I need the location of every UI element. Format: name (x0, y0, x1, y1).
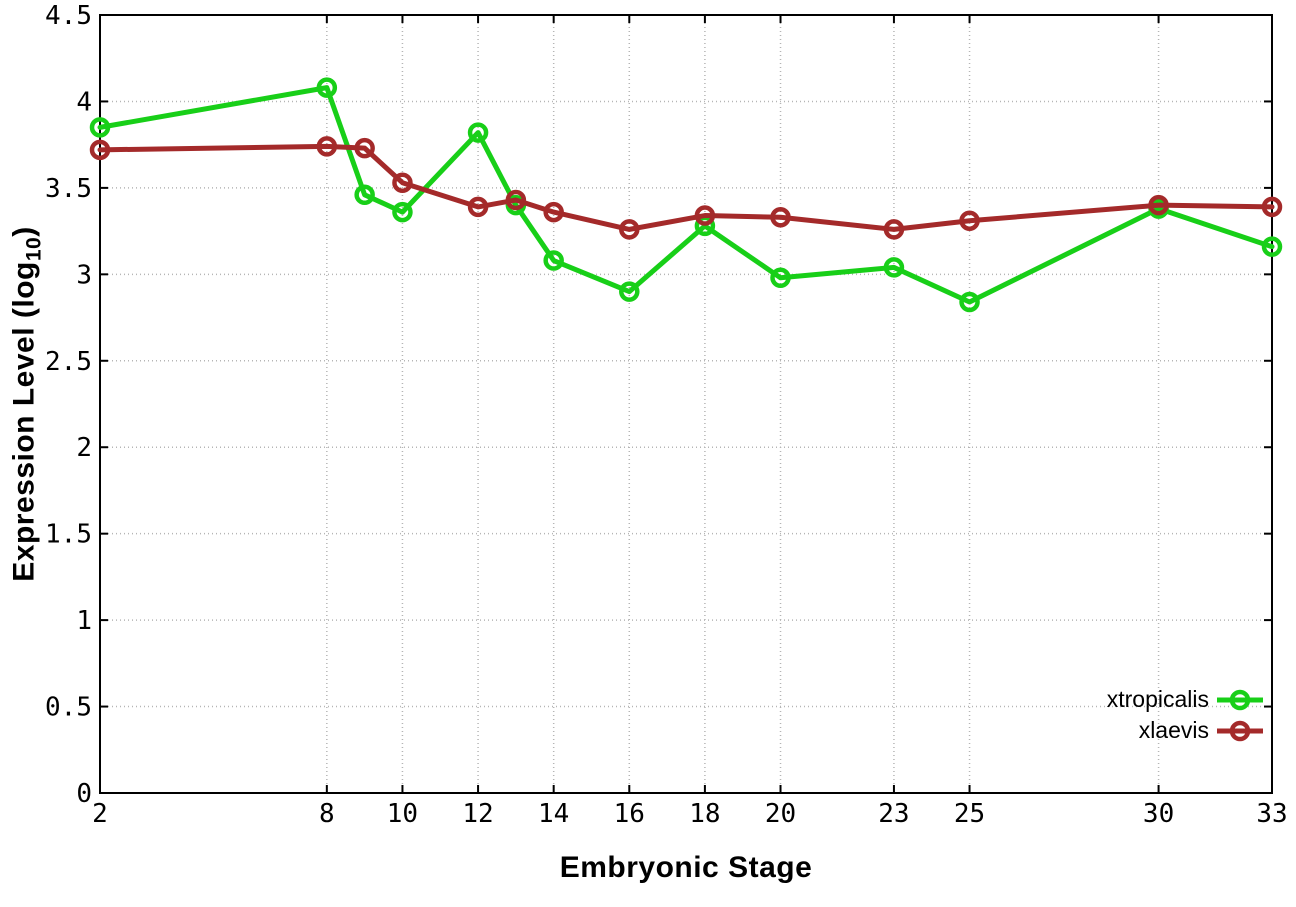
legend-item-xlaevis: xlaevis (1139, 715, 1263, 746)
data-point-xtropicalis (543, 250, 564, 271)
data-point-xlaevis (392, 172, 413, 193)
data-point-xtropicalis (354, 184, 375, 206)
x-tick-label: 16 (614, 799, 645, 829)
y-tick-label: 0.5 (45, 693, 92, 723)
plot-border (99, 14, 1273, 794)
legend-marker-xlaevis (1217, 720, 1263, 741)
data-point-xlaevis (770, 207, 791, 228)
data-point-xlaevis (543, 201, 564, 223)
y-tick-label: 3.5 (45, 174, 92, 204)
data-point-xtropicalis (883, 257, 905, 278)
data-point-xtropicalis (959, 291, 980, 313)
data-point-xlaevis (883, 219, 905, 240)
legend: xtropicalis xlaevis (1107, 684, 1263, 746)
series-line-xtropicalis (97, 85, 1275, 305)
data-point-xtropicalis (392, 201, 413, 223)
y-axis-title-subscript: 10 (22, 236, 46, 262)
y-tick-label: 0 (76, 779, 92, 809)
legend-marker-xtropicalis (1217, 689, 1263, 710)
x-tick-label: 8 (319, 799, 335, 829)
y-tick-label: 4.5 (45, 1, 92, 31)
data-point-xtropicalis (89, 117, 111, 138)
legend-label-xlaevis: xlaevis (1138, 717, 1209, 743)
data-point-xlaevis (959, 210, 980, 231)
data-point-xlaevis (316, 136, 338, 157)
x-tick-label: 18 (689, 799, 720, 829)
x-tick-label: 33 (1256, 799, 1287, 829)
data-point-xtropicalis (1261, 236, 1283, 257)
data-point-xtropicalis (467, 122, 489, 143)
data-point-xtropicalis (316, 77, 338, 98)
legend-circle-marker-icon (1229, 689, 1251, 710)
x-tick-label: 10 (387, 799, 418, 829)
x-tick-label: 23 (878, 799, 909, 829)
y-axis-title-close: ) (7, 226, 41, 237)
x-axis-title: Embryonic Stage (559, 851, 813, 884)
y-tick-label: 1.5 (45, 520, 92, 550)
data-point-xtropicalis (770, 267, 791, 289)
data-point-xlaevis (1148, 194, 1169, 216)
data-point-xlaevis (354, 137, 375, 159)
x-tick-label: 25 (954, 799, 985, 829)
legend-label-xtropicalis: xtropicalis (1106, 686, 1209, 712)
data-point-xlaevis (694, 205, 716, 226)
y-tick-label: 3 (76, 260, 92, 290)
x-tick-label: 20 (765, 799, 796, 829)
data-point-xlaevis (467, 196, 489, 218)
data-point-xtropicalis (619, 281, 640, 302)
x-tick-label: 14 (538, 799, 569, 829)
y-tick-label: 1 (76, 606, 92, 636)
y-tick-label: 2.5 (45, 347, 92, 377)
y-axis-title-text: Expression Level (log (7, 261, 41, 582)
x-tick-label: 2 (92, 799, 108, 829)
legend-item-xtropicalis: xtropicalis (1107, 684, 1263, 715)
data-point-xlaevis (619, 219, 640, 240)
y-tick-label: 4 (76, 87, 92, 117)
x-tick-label: 12 (462, 799, 493, 829)
x-tick-label: 30 (1143, 799, 1174, 829)
y-tick-label: 2 (76, 433, 92, 463)
y-axis-title: Expression Level (log10) (8, 226, 47, 581)
data-point-xlaevis (89, 139, 111, 161)
legend-circle-marker-icon (1229, 720, 1251, 741)
data-point-xlaevis (1261, 196, 1283, 218)
data-point-xlaevis (505, 189, 527, 211)
